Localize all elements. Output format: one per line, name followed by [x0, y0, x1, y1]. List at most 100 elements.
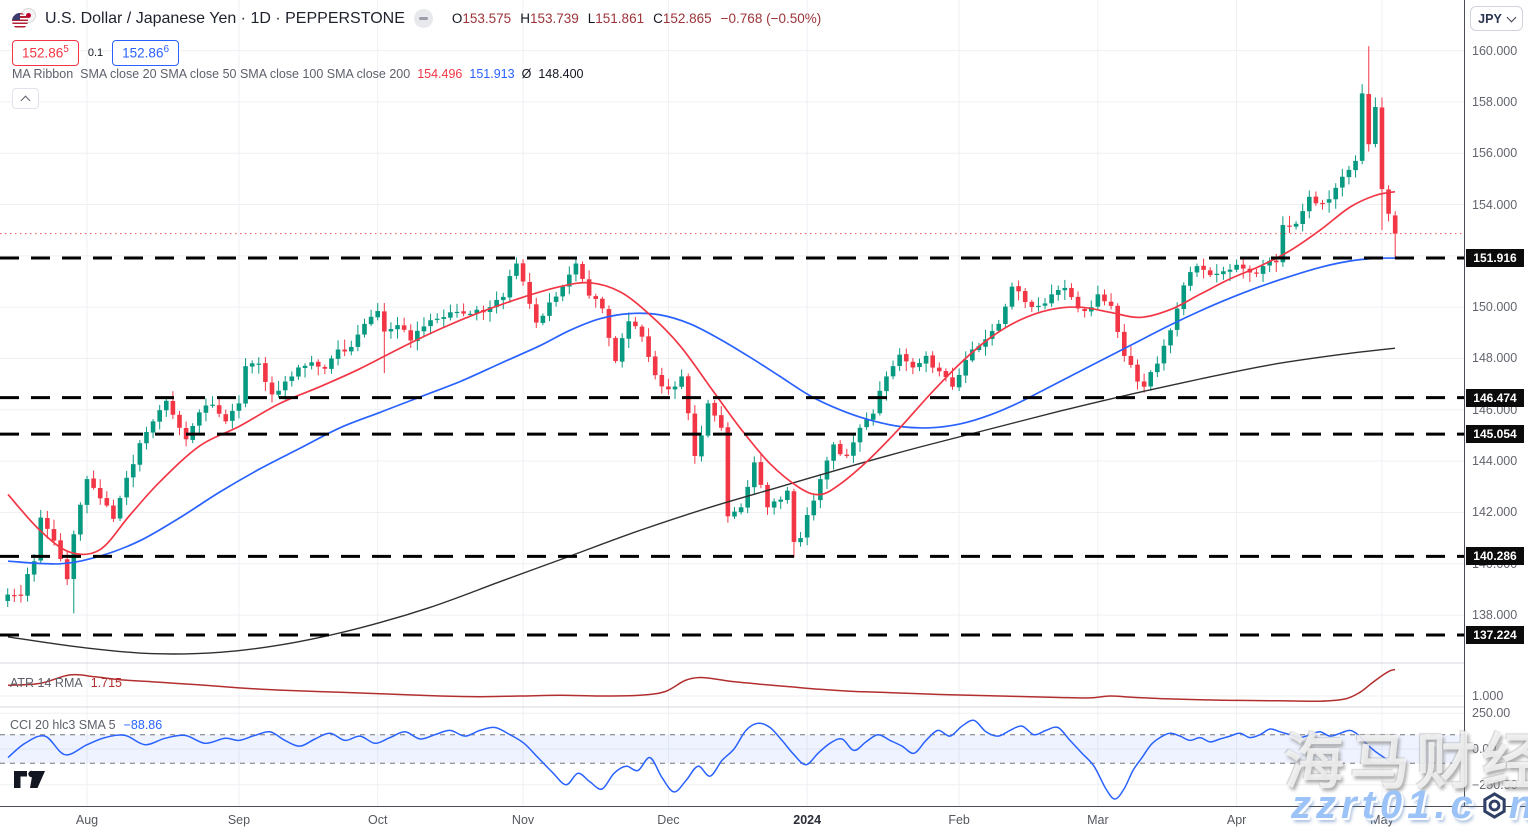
candle-body — [1359, 93, 1365, 161]
price-axis[interactable]: JPY 160.000 158.000 156.000 154.000 150.000 1… — [1464, 0, 1528, 833]
chart-plot-area[interactable] — [0, 0, 1464, 806]
candle-body — [1075, 296, 1081, 309]
buy-price-button[interactable]: 152.866 — [112, 40, 180, 66]
candle-body — [474, 309, 480, 314]
level-price-label: 137.224 — [1466, 625, 1524, 644]
candle-body — [1016, 286, 1021, 292]
low-label: L — [587, 11, 596, 26]
candle-body — [626, 321, 632, 339]
candle-body — [1128, 355, 1134, 365]
open-label: O — [451, 11, 463, 26]
candle-body — [1102, 294, 1107, 302]
candle-body — [1069, 288, 1074, 298]
candle-body — [758, 462, 764, 485]
candle-body — [157, 410, 162, 422]
chevron-down-icon — [1506, 12, 1517, 22]
tradingview-logo[interactable] — [13, 770, 46, 790]
candle-body — [586, 279, 592, 296]
candle-body — [1260, 266, 1266, 274]
candle-body — [197, 412, 202, 426]
candle-body — [1135, 364, 1140, 382]
time-axis-label: Mar — [1087, 813, 1109, 827]
candle-body — [600, 298, 605, 309]
candle-body — [857, 427, 863, 443]
candle-body — [811, 500, 817, 516]
candle-body — [573, 263, 579, 275]
candle-body — [64, 559, 70, 580]
candle-body — [791, 491, 797, 542]
candle-body — [652, 356, 658, 376]
atr-line — [7, 668, 1396, 703]
cci-tick-label: 0.00 — [1472, 742, 1497, 756]
candle-body — [1181, 285, 1187, 309]
candle-body — [732, 511, 737, 517]
bid-price-fraction: 5 — [63, 44, 69, 55]
candle-body — [78, 504, 83, 535]
candle-body — [1049, 294, 1054, 304]
candle-body — [223, 414, 229, 422]
candle-body — [619, 338, 625, 362]
candle-body — [903, 354, 909, 362]
candle-body — [752, 462, 757, 488]
cci-indicator-name: CCI 20 hlc3 SMA 5 — [10, 718, 116, 732]
candle-body — [348, 346, 354, 352]
candle-body — [335, 349, 341, 359]
candle-body — [540, 315, 546, 323]
candle-body — [111, 505, 116, 519]
symbol-title[interactable]: U.S. Dollar / Japanese Yen · 1D · PEPPER… — [45, 9, 405, 27]
candle-body — [712, 402, 717, 416]
candle-body — [1168, 330, 1173, 346]
candle-body — [38, 517, 44, 561]
sell-price-button[interactable]: 152.865 — [12, 40, 79, 66]
candle-body — [401, 325, 407, 330]
candle-body — [1207, 270, 1213, 276]
candle-body — [633, 321, 638, 327]
candle-body — [382, 311, 387, 332]
candle-body — [956, 374, 962, 388]
price-tick-label: 150.000 — [1472, 300, 1518, 315]
atr-legend[interactable]: ATR 14 RMA 1.715 — [10, 676, 122, 690]
hide-indicator-button[interactable] — [413, 9, 433, 28]
high-label: H — [520, 11, 530, 26]
candle-body — [890, 366, 896, 377]
candle-body — [243, 366, 248, 404]
candle-body — [844, 454, 850, 456]
candle-body — [1055, 289, 1061, 295]
candle-body — [553, 296, 559, 302]
candle-body — [1379, 107, 1385, 190]
price-tick-label: 142.000 — [1472, 505, 1518, 520]
indicator-name: MA Ribbon — [12, 67, 74, 81]
candle-body — [454, 311, 460, 314]
candle-body — [5, 594, 11, 601]
candle-body — [276, 390, 281, 395]
candle-body — [289, 376, 295, 381]
candle-body — [31, 561, 37, 575]
collapse-legend-button[interactable] — [12, 88, 39, 109]
quote-row: 152.865 0.1 152.866 — [12, 40, 180, 66]
currency-selector-button[interactable]: JPY — [1470, 6, 1523, 31]
currency-selector-label: JPY — [1478, 11, 1502, 26]
candle-body — [1346, 169, 1352, 178]
candle-body — [249, 363, 255, 367]
candle-body — [177, 414, 182, 428]
candle-body — [1148, 372, 1154, 387]
level-price-label: 140.286 — [1466, 547, 1524, 566]
time-axis-label: Dec — [657, 813, 680, 827]
cci-legend[interactable]: CCI 20 hlc3 SMA 5 −88.86 — [10, 718, 162, 732]
candle-body — [45, 518, 50, 529]
candles-layer — [5, 46, 1398, 614]
candle-body — [910, 361, 916, 368]
symbol-header: U.S. Dollar / Japanese Yen · 1D · PEPPER… — [12, 8, 821, 29]
time-axis-label: Apr — [1226, 813, 1247, 827]
candle-body — [1340, 176, 1345, 188]
candle-body — [282, 381, 288, 391]
candle-body — [1240, 264, 1246, 269]
candle-body — [1108, 301, 1114, 306]
time-axis[interactable]: Aug Sep Oct Nov Dec 2024 Feb Mar Apr May — [0, 806, 1528, 833]
candle-body — [130, 464, 136, 478]
ma-ribbon-legend[interactable]: MA Ribbon SMA close 20 SMA close 50 SMA … — [12, 67, 584, 81]
sma200-line — [7, 347, 1396, 655]
candle-body — [1036, 305, 1041, 308]
candle-body — [778, 499, 784, 502]
